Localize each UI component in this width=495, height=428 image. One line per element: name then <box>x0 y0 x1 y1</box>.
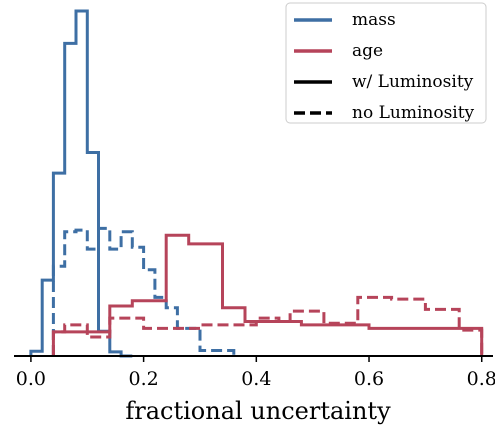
histogram-mass-solid <box>29 9 133 358</box>
x-tick-label: 0.6 <box>354 368 384 390</box>
x-axis: 0.0 0.2 0.4 0.6 0.8 <box>14 355 495 390</box>
x-tick-label: 0.4 <box>241 368 271 390</box>
x-axis-label: fractional uncertainty <box>125 397 391 425</box>
legend-label: no Luminosity <box>352 103 475 123</box>
legend-label: age <box>352 41 383 61</box>
x-tick-label: 0.0 <box>16 368 46 390</box>
x-tick-label: 0.8 <box>467 368 495 390</box>
legend-label: mass <box>352 10 396 30</box>
histogram-age-dashed <box>51 295 484 356</box>
legend-label: w/ Luminosity <box>352 72 474 92</box>
plot-area <box>29 9 484 358</box>
legend: mass age w/ Luminosity no Luminosity <box>285 2 487 124</box>
legend-box <box>285 2 487 124</box>
histogram-mass-dashed <box>51 226 236 356</box>
x-tick-label: 0.2 <box>129 368 159 390</box>
histogram-age-solid <box>51 233 484 356</box>
